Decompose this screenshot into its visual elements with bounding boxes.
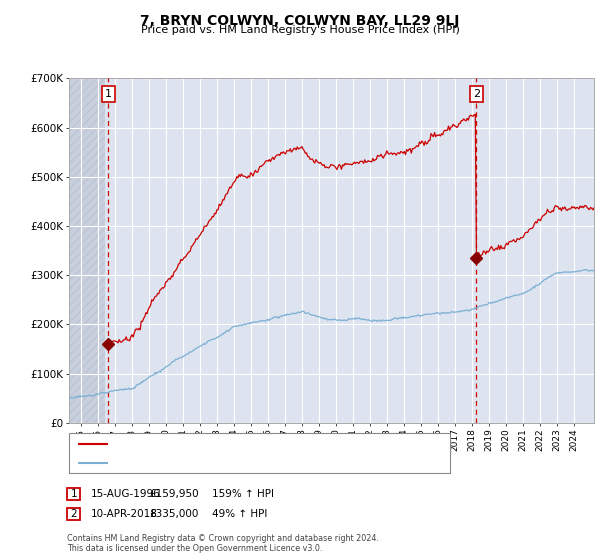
Text: £159,950: £159,950 — [149, 489, 199, 499]
Text: 7, BRYN COLWYN, COLWYN BAY, LL29 9LJ (detached house): 7, BRYN COLWYN, COLWYN BAY, LL29 9LJ (de… — [112, 438, 402, 449]
Text: 1: 1 — [105, 89, 112, 99]
Text: 10-APR-2018: 10-APR-2018 — [91, 509, 158, 519]
Text: 159% ↑ HPI: 159% ↑ HPI — [212, 489, 274, 499]
Text: 49% ↑ HPI: 49% ↑ HPI — [212, 509, 268, 519]
Text: 1: 1 — [70, 489, 77, 499]
Text: HPI: Average price, detached house, Conwy: HPI: Average price, detached house, Conw… — [112, 458, 326, 468]
Text: £335,000: £335,000 — [149, 509, 199, 519]
Text: 2: 2 — [473, 89, 480, 99]
Text: 7, BRYN COLWYN, COLWYN BAY, LL29 9LJ: 7, BRYN COLWYN, COLWYN BAY, LL29 9LJ — [140, 14, 460, 28]
Text: 2: 2 — [70, 509, 77, 519]
Text: Price paid vs. HM Land Registry's House Price Index (HPI): Price paid vs. HM Land Registry's House … — [140, 25, 460, 35]
Bar — [69, 78, 104, 423]
Text: 15-AUG-1996: 15-AUG-1996 — [91, 489, 161, 499]
Text: Contains HM Land Registry data © Crown copyright and database right 2024.
This d: Contains HM Land Registry data © Crown c… — [67, 534, 379, 553]
